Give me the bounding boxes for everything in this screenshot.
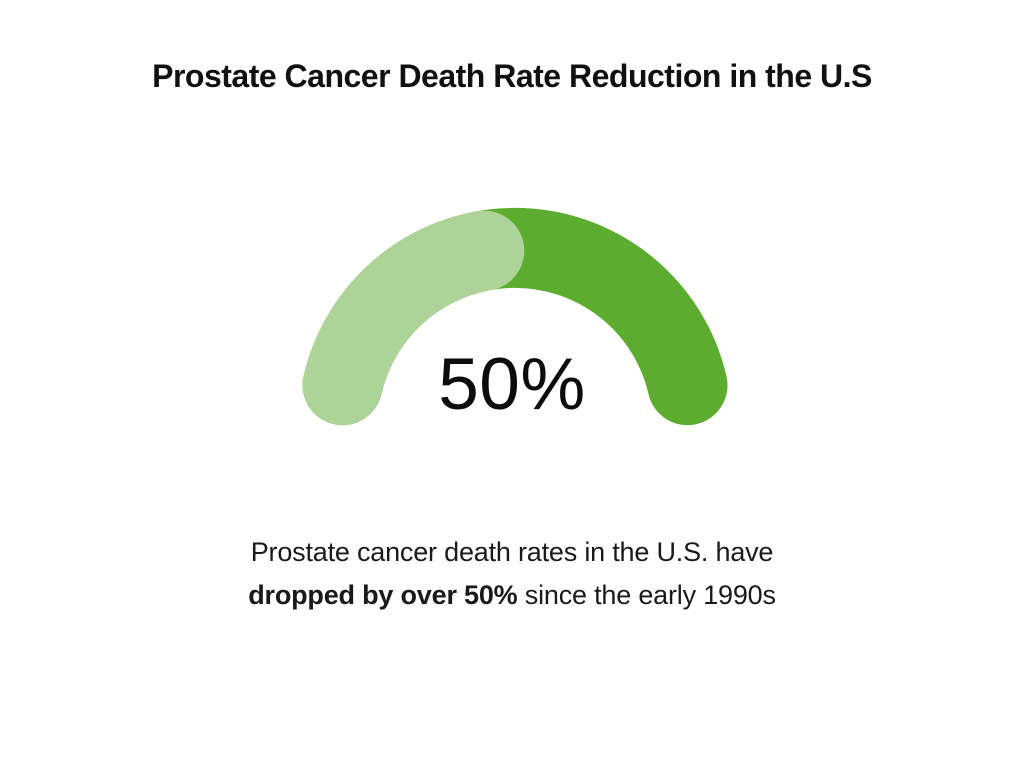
page-title: Prostate Cancer Death Rate Reduction in … — [152, 58, 872, 94]
caption-line1: Prostate cancer death rates in the U.S. … — [250, 537, 774, 567]
gauge-value-label: 50% — [438, 344, 586, 425]
caption-line2-bold: dropped by over 50% — [248, 580, 518, 610]
caption-line2: dropped by over 50% since the early 1990… — [0, 574, 1024, 617]
caption-line2-rest: since the early 1990s — [517, 580, 776, 610]
gauge-progress-arc — [302, 210, 525, 426]
caption: Prostate cancer death rates in the U.S. … — [0, 531, 1024, 617]
